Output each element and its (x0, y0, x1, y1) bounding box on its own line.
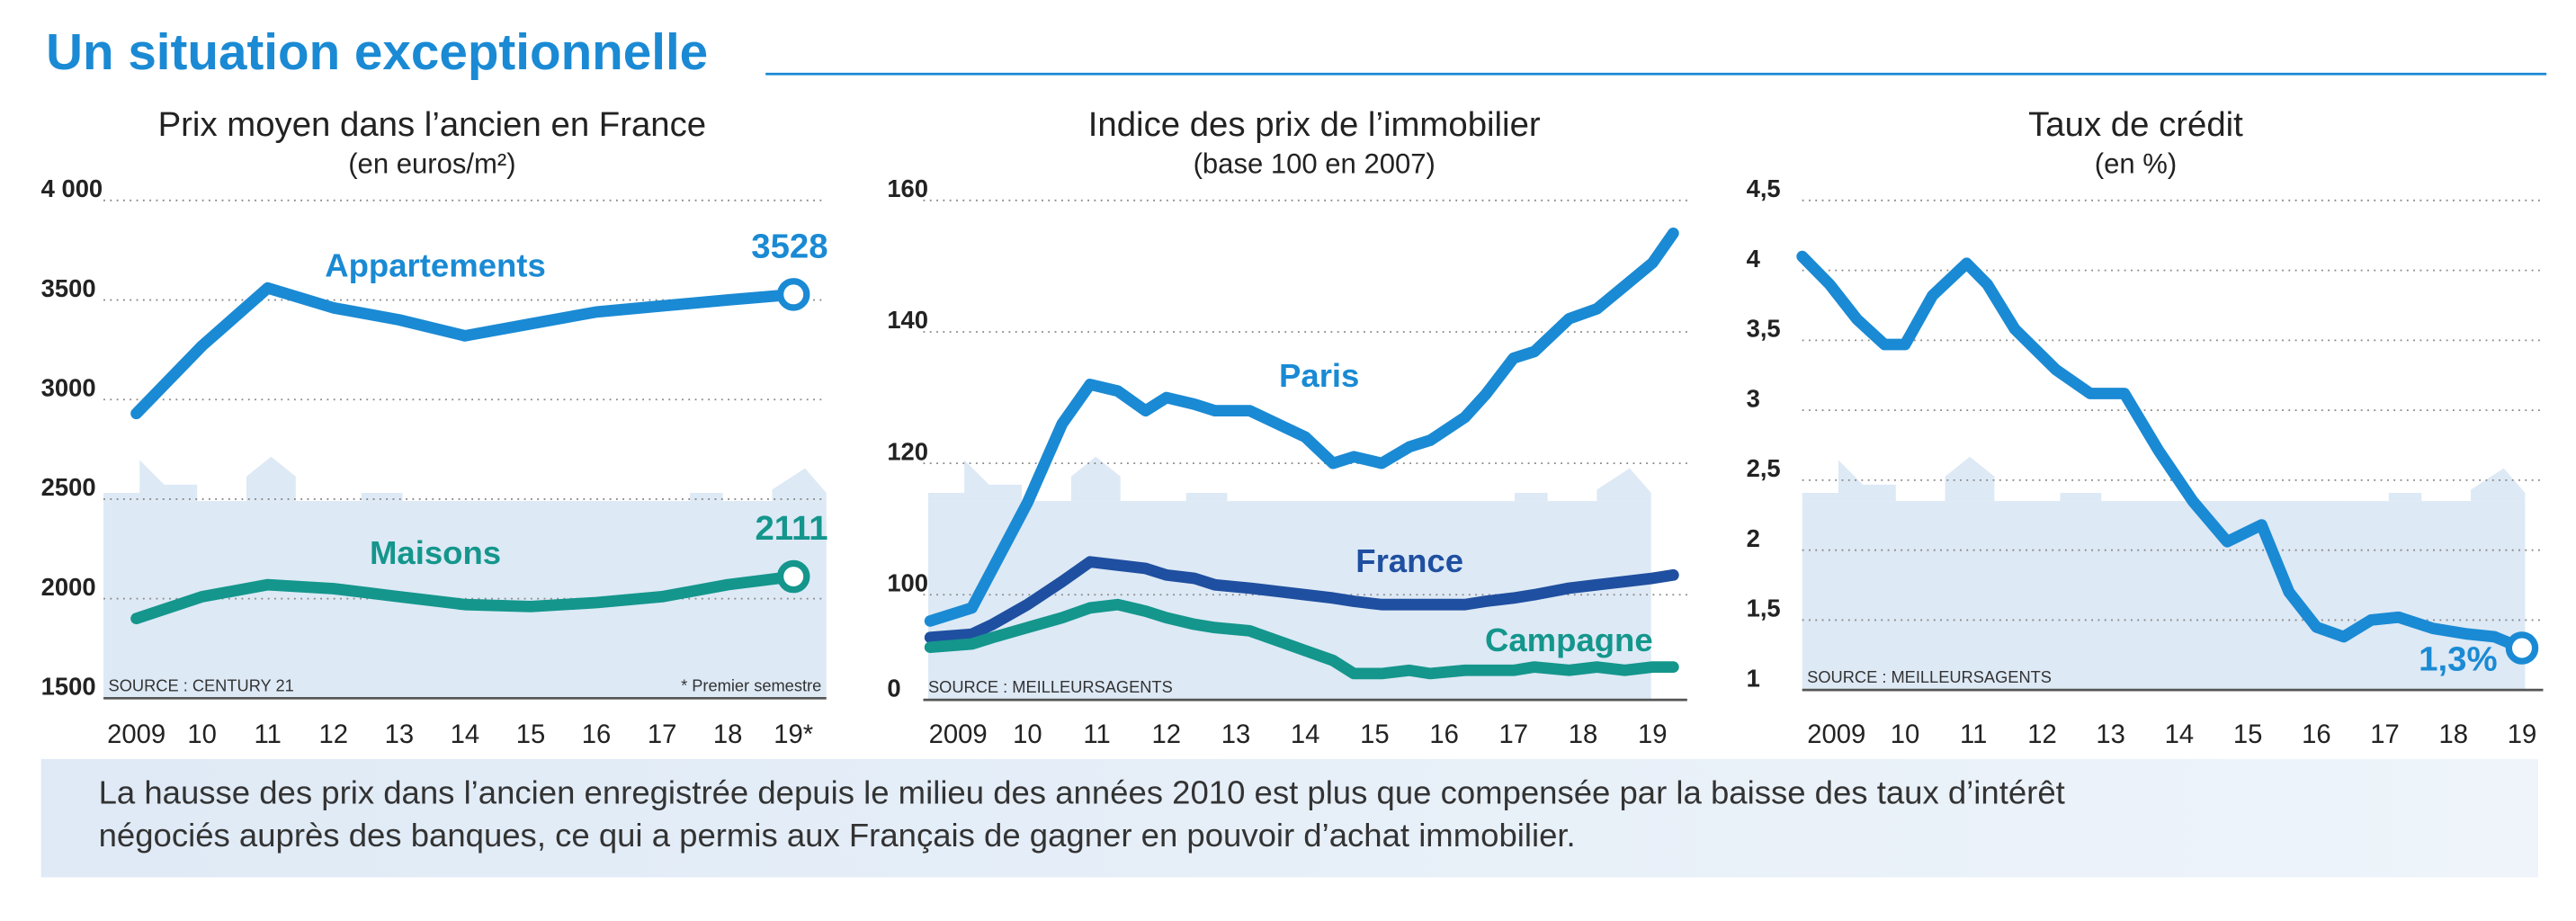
y-tick-label: 100 (887, 569, 928, 597)
caption-line: négociés auprès des banques, ce qui a pe… (99, 817, 1576, 854)
x-tick-label: 19 (2508, 720, 2537, 749)
note: * Premier semestre (681, 675, 821, 694)
charts: Prix moyen dans l’ancien en France (en eu… (41, 105, 2544, 749)
y-tick-label: 3,5 (1747, 315, 1781, 343)
end-marker (2505, 631, 2539, 665)
y-tick-label: 160 (887, 174, 928, 202)
chart: Indice des prix de l’immobilier (base 100… (887, 105, 1687, 749)
y-tick-label: 2000 (41, 573, 96, 601)
series-line (130, 570, 800, 625)
y-tick-label: 4,5 (1747, 174, 1781, 202)
series-line (130, 282, 800, 420)
caption-line: La hausse des prix dans l’ancien enregis… (99, 774, 2065, 811)
x-tick-label: 10 (187, 720, 217, 749)
chart-title: Indice des prix de l’immobilier (1088, 105, 1541, 144)
x-tick-label: 10 (1891, 720, 1920, 749)
series-line (924, 556, 1679, 644)
y-tick-label: 0 (887, 674, 900, 702)
y-tick-label: 1500 (41, 673, 96, 701)
series-name: Paris (1279, 357, 1359, 394)
x-tick-label: 11 (1960, 720, 1987, 749)
x-tick-label: 16 (582, 720, 612, 749)
x-tick-label: 18 (2439, 720, 2469, 749)
y-tick-label: 4 (1747, 245, 1761, 273)
chart-subtitle: (en euros/m²) (348, 148, 515, 180)
x-tick-label: 18 (1569, 720, 1598, 749)
source: SOURCE : MEILLEURSAGENTS (928, 677, 1173, 696)
x-tick-label: 13 (2096, 720, 2125, 749)
x-tick-label: 14 (1291, 720, 1320, 749)
x-tick-label: 14 (451, 720, 480, 749)
x-tick-label: 19 (1638, 720, 1668, 749)
series-name: Maisons (370, 534, 501, 571)
series-line (924, 598, 1679, 680)
x-tick-label: 16 (1429, 720, 1459, 749)
x-tick-label: 16 (2302, 720, 2331, 749)
x-tick-label: 11 (1083, 720, 1110, 749)
series-name: France (1355, 542, 1463, 579)
x-tick-label: 13 (1221, 720, 1251, 749)
source: SOURCE : CENTURY 21 (109, 675, 294, 694)
x-tick-label: 12 (1151, 720, 1181, 749)
caption-box (40, 758, 2538, 878)
end-marker (776, 559, 810, 594)
chart-title: Prix moyen dans l’ancien en France (158, 105, 707, 144)
end-label: 3528 (751, 227, 827, 265)
y-tick-label: 1,5 (1747, 595, 1781, 622)
end-label: 1,3% (2419, 639, 2497, 678)
x-tick-label: 13 (385, 720, 415, 749)
chart-subtitle: (base 100 en 2007) (1194, 148, 1436, 180)
y-tick-label: 3 (1747, 384, 1760, 412)
y-tick-label: 4 000 (41, 174, 103, 202)
end-label: 2111 (755, 509, 827, 548)
y-tick-label: 3000 (41, 374, 96, 402)
x-tick-label: 2009 (929, 720, 988, 749)
source: SOURCE : MEILLEURSAGENTS (1807, 667, 2052, 686)
y-tick-label: 2500 (41, 473, 96, 501)
chart: Taux de crédit(en %)2009 10 11 12 13 14 15 16 17… (1747, 105, 2544, 749)
y-tick-label: 1 (1747, 664, 1760, 692)
x-tick-label: 18 (713, 720, 743, 749)
chart: Prix moyen dans l’ancien en France (en eu… (41, 105, 828, 749)
x-tick-label: 12 (2027, 720, 2057, 749)
x-tick-label: 15 (1360, 720, 1390, 749)
x-tick-label: 17 (648, 720, 677, 749)
x-tick-label: 17 (2370, 720, 2400, 749)
series-name: Appartements (325, 246, 546, 283)
x-tick-label: 15 (516, 720, 546, 749)
chart-title: Taux de crédit (2028, 105, 2243, 144)
end-marker (776, 278, 810, 311)
x-tick-label: 11 (255, 720, 282, 749)
x-tick-label: 12 (319, 720, 349, 749)
series-line (924, 227, 1679, 627)
skyline (103, 456, 2526, 701)
page-title: Un situation exceptionnelle (46, 23, 708, 80)
series-line (1796, 250, 2528, 654)
x-tick-label: 19* (774, 720, 813, 749)
x-tick-label: 17 (1499, 720, 1529, 749)
x-tick-label: 2009 (107, 720, 165, 749)
y-tick-label: 120 (887, 437, 928, 465)
x-tick-label: 14 (2165, 720, 2195, 749)
y-tick-label: 2,5 (1747, 454, 1781, 482)
y-tick-label: 3500 (41, 274, 96, 302)
series-name: Campagne (1485, 621, 1653, 658)
x-tick-label: 15 (2233, 720, 2263, 749)
y-tick-label: 140 (887, 306, 928, 334)
x-tick-label: 2009 (1807, 720, 1865, 749)
y-tick-label: 2 (1747, 524, 1760, 552)
chart-subtitle: (en %) (2095, 148, 2177, 180)
x-tick-label: 10 (1013, 720, 1042, 749)
